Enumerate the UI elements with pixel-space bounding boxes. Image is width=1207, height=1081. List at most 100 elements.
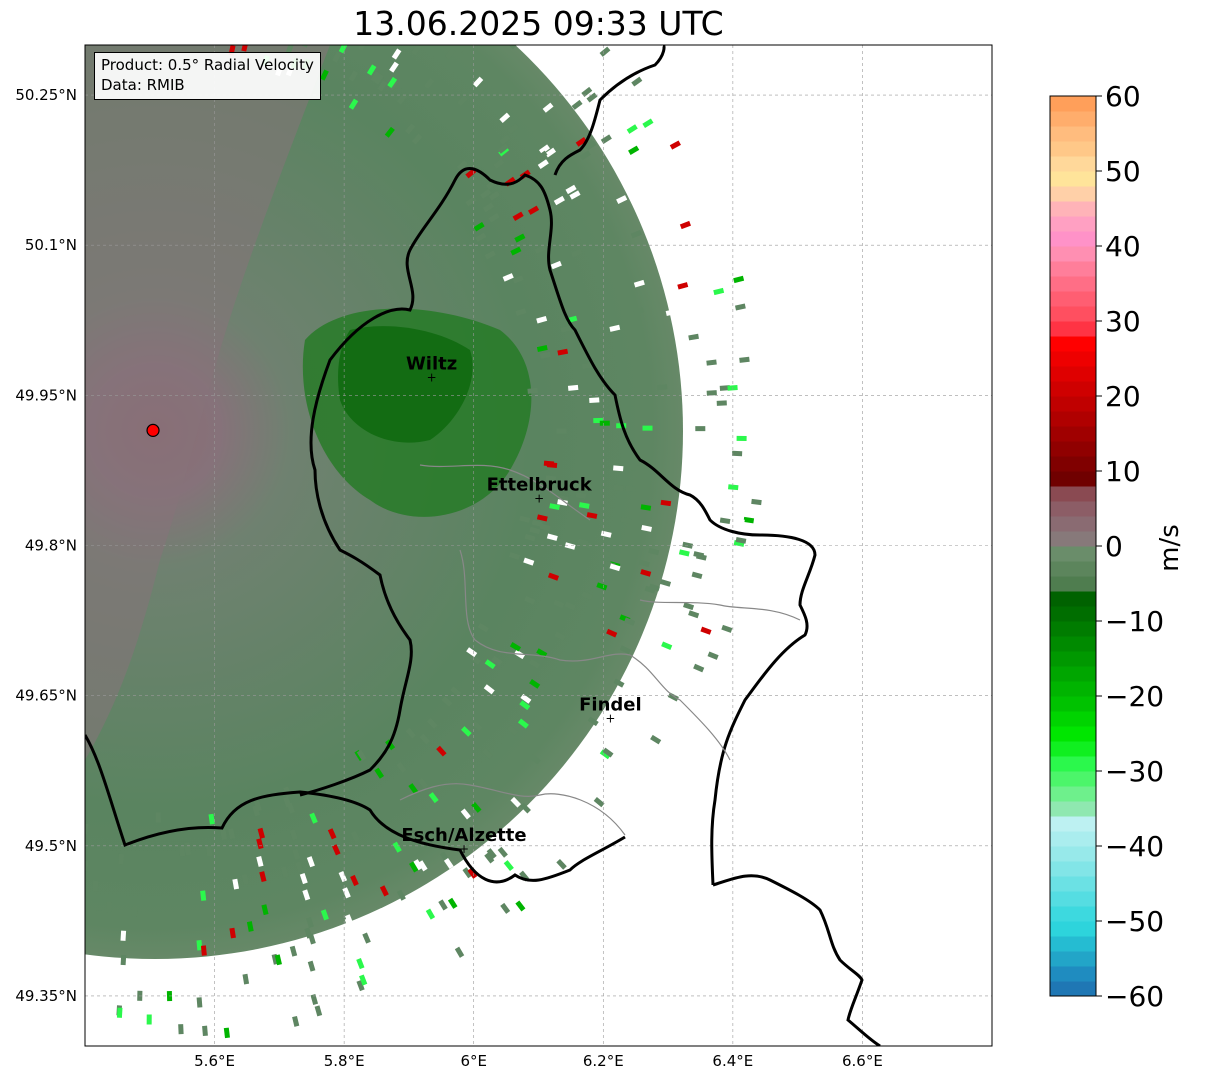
- colorbar-segment: [1050, 741, 1096, 757]
- radar-speckle: [628, 145, 640, 155]
- radar-speckle: [625, 485, 636, 492]
- radar-speckle: [471, 720, 483, 732]
- radar-speckle: [118, 853, 124, 865]
- radar-speckle: [587, 716, 599, 727]
- colorbar-segment: [1050, 981, 1096, 997]
- border-luxembourg: [299, 167, 817, 886]
- radar-speckle: [55, 816, 62, 827]
- radar-speckle: [529, 754, 541, 765]
- longitude-tick-label: 6.4°E: [712, 1052, 753, 1070]
- colorbar-segment: [1050, 591, 1096, 607]
- radar-speckle: [178, 1024, 184, 1035]
- radar-speckle: [365, 29, 374, 40]
- radar-speckle: [312, 953, 321, 965]
- radar-speckle: [7, 1008, 14, 1019]
- radar-speckle: [380, 16, 389, 27]
- latitude-tick-label: 50.25°N: [15, 86, 77, 104]
- radar-speckle: [299, 873, 308, 885]
- radar-speckle: [602, 747, 614, 758]
- radar-speckle: [707, 651, 719, 660]
- radar-speckle: [274, 954, 282, 966]
- radar-speckle: [716, 400, 727, 406]
- radar-speckle: [507, 123, 519, 134]
- radar-speckle: [528, 659, 541, 669]
- radar-speckle: [106, 902, 112, 913]
- radar-speckle: [48, 954, 55, 965]
- radar-speckle: [706, 359, 717, 366]
- colorbar-tick-label: −20: [1105, 680, 1164, 713]
- radar-speckle: [615, 699, 627, 709]
- colorbar-segment: [1050, 666, 1096, 682]
- radar-speckle: [196, 940, 203, 951]
- radar-speckle: [356, 749, 367, 761]
- radar-speckle: [713, 287, 725, 296]
- radar-speckle: [477, 622, 489, 633]
- radar-speckle: [116, 1007, 123, 1018]
- radar-speckle: [586, 512, 598, 519]
- city-label: Wiltz: [406, 353, 457, 374]
- radar-speckle: [579, 150, 591, 161]
- radar-speckle: [223, 1027, 230, 1039]
- city-marker: +Wiltz: [406, 353, 457, 384]
- radar-speckle: [616, 195, 628, 205]
- city-plus-icon: +: [427, 370, 437, 384]
- colorbar-segment: [1050, 891, 1096, 907]
- colorbar-segment: [1050, 951, 1096, 967]
- radar-speckle: [59, 822, 66, 833]
- colorbar-segment: [1050, 816, 1096, 832]
- radar-speckle: [12, 937, 19, 948]
- radar-speckle: [403, 45, 414, 46]
- radar-speckle: [306, 856, 315, 868]
- radar-speckle: [499, 112, 511, 124]
- radar-speckle: [256, 856, 264, 867]
- radar-speckle: [700, 626, 712, 635]
- radar-speckle: [300, 894, 308, 906]
- radar-speckle: [564, 601, 576, 611]
- colorbar-segment: [1050, 621, 1096, 637]
- radar-speckle: [512, 275, 524, 284]
- radar-speckle: [289, 829, 298, 841]
- radar-speckle: [242, 973, 250, 985]
- radar-speckle: [220, 829, 228, 840]
- radar-speckle: [413, 859, 423, 871]
- radar-speckle: [48, 917, 55, 928]
- radar-speckle: [467, 867, 478, 879]
- radar-speckle: [403, 827, 414, 840]
- colorbar-segment: [1050, 876, 1096, 892]
- colorbar-segment: [1050, 756, 1096, 772]
- radar-speckle: [719, 385, 731, 391]
- radar-speckle: [131, 906, 138, 917]
- radar-speckle: [619, 645, 631, 655]
- radar-speckle: [556, 428, 567, 434]
- radar-speckle: [642, 118, 654, 129]
- radar-speckle: [553, 599, 565, 609]
- radar-speckle: [667, 692, 679, 702]
- colorbar-segment: [1050, 546, 1096, 562]
- radar-speckle: [519, 515, 531, 523]
- radar-speckle: [396, 761, 407, 774]
- info-box: Product: 0.5° Radial Velocity Data: RMIB: [94, 52, 321, 100]
- radar-speckle: [480, 189, 492, 199]
- radar-speckle: [630, 229, 642, 239]
- radar-speckle: [526, 0, 536, 4]
- radar-speckle: [512, 211, 524, 221]
- radar-speckle: [325, 0, 333, 10]
- strong-approaching-core: [338, 326, 473, 443]
- radar-speckle: [457, 95, 468, 107]
- radar-speckle: [309, 812, 318, 824]
- radar-speckles: [7, 0, 762, 1039]
- radar-speckle: [427, 718, 438, 729]
- product-label: Product: 0.5° Radial Velocity: [101, 56, 314, 74]
- radar-speckle: [661, 641, 673, 650]
- radar-speckle: [660, 499, 672, 507]
- radar-speckle: [620, 517, 632, 524]
- longitude-tick-label: 6.6°E: [842, 1052, 883, 1070]
- radar-speckle: [683, 602, 695, 611]
- radar-speckle: [517, 718, 529, 729]
- radar-speckle: [92, 880, 99, 892]
- radar-speckle: [41, 797, 49, 808]
- colorbar-tick-label: 50: [1105, 155, 1141, 188]
- colorbar-segment: [1050, 726, 1096, 742]
- radar-speckle: [184, 0, 190, 10]
- radar-speckle: [460, 808, 471, 820]
